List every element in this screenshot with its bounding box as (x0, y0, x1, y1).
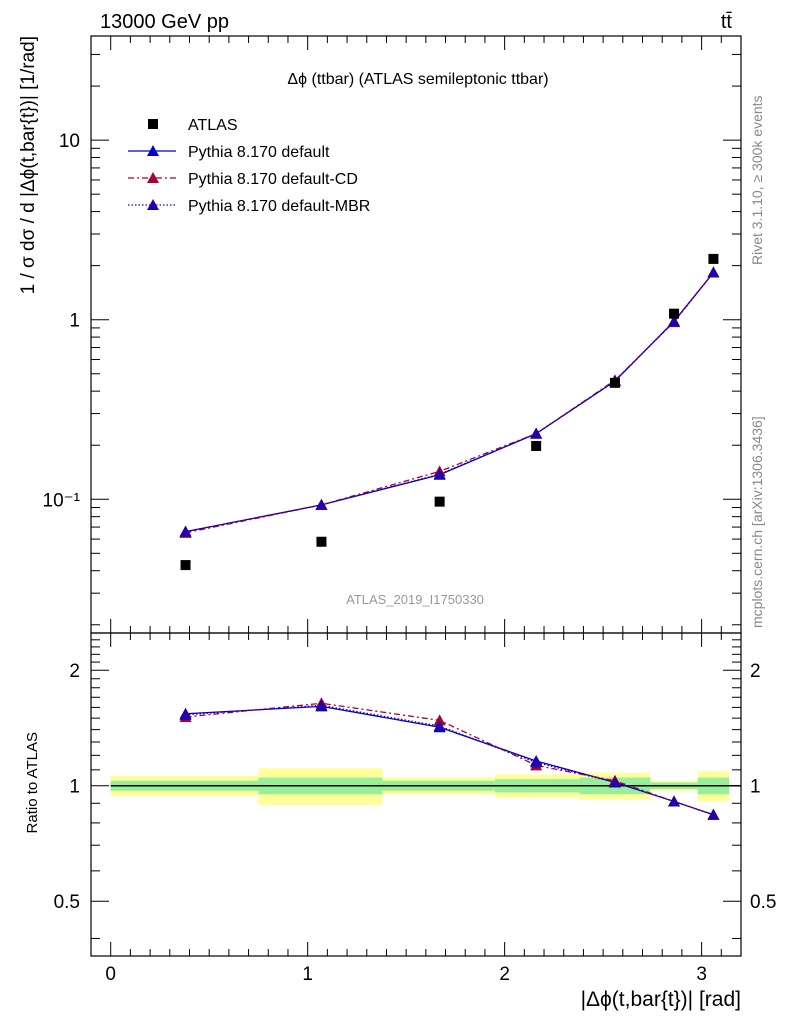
x-tick-label: 0 (105, 964, 116, 985)
main-axis-ticks: 10⁻¹ 1 10 (43, 36, 742, 633)
legend: ATLAS Pythia 8.170 default Pythia 8.170 de… (128, 117, 370, 215)
ratio-series-group (179, 697, 720, 820)
ratio-y-axis-label: Ratio to ATLAS (24, 732, 41, 833)
source-label: mcplots.cern.ch [arXiv:1306.3436] (749, 416, 765, 628)
ratio-series-marker (433, 720, 446, 732)
x-tick-label: 3 (696, 964, 707, 985)
main-panel: 10⁻¹ 1 10 Δϕ (ttbar) (ATLAS semileptonic t… (18, 35, 742, 634)
data-point (708, 253, 719, 264)
legend-label: ATLAS (188, 117, 238, 134)
data-point (531, 440, 542, 451)
data-point (669, 308, 680, 319)
ratio-y-tick-label: 1 (750, 777, 761, 798)
x-axis-label: |Δϕ(t,bar{t})| [rad] (581, 988, 741, 1011)
y-tick-label: 10 (59, 131, 80, 152)
series-marker (179, 525, 192, 537)
data-point (316, 536, 327, 547)
legend-marker (147, 172, 159, 183)
ratio-series-marker (707, 808, 720, 820)
ratio-uncertainty-bands (110, 768, 741, 806)
chart-title: Δϕ (ttbar) (ATLAS semileptonic ttbar) (287, 71, 548, 88)
data-point (609, 377, 620, 388)
series-marker (315, 498, 328, 510)
ratio-y-tick-label: 1 (69, 777, 80, 798)
ratio-y-tick-label: 2 (750, 661, 761, 682)
data-point (180, 560, 191, 571)
ratio-series-marker (530, 756, 543, 768)
series-marker (668, 315, 681, 327)
series-line (185, 272, 714, 534)
series-marker (530, 427, 543, 439)
data-point (434, 496, 445, 507)
ratio-frame (90, 632, 742, 957)
series-marker (707, 266, 720, 278)
legend-marker (147, 199, 159, 210)
energy-label: 13000 GeV pp (100, 11, 229, 33)
ratio-y-tick-label: 2 (69, 661, 80, 682)
legend-data-marker (148, 119, 158, 129)
legend-label: Pythia 8.170 default-MBR (188, 198, 370, 215)
main-series-group (179, 253, 720, 571)
ratio-series-marker (179, 708, 192, 720)
legend-label: Pythia 8.170 default-CD (188, 171, 358, 188)
series-line (185, 272, 714, 533)
ratio-series-marker (315, 699, 328, 711)
ratio-series-marker (433, 714, 446, 726)
x-tick-label: 1 (302, 964, 313, 985)
legend-marker (147, 145, 159, 156)
legend-label: Pythia 8.170 default (188, 144, 330, 161)
ratio-axis-ticks: 0 1 2 3 0.5 0.5 1 1 2 2 (54, 633, 776, 985)
series-marker (433, 468, 446, 480)
watermark-label: ATLAS_2019_I1750330 (346, 592, 484, 607)
ratio-y-tick-label: 0.5 (750, 892, 776, 913)
ratio-y-tick-label: 0.5 (54, 892, 80, 913)
process-label: tt̄ (721, 11, 733, 33)
y-tick-label: 1 (69, 311, 80, 332)
series-line (185, 272, 714, 533)
y-axis-label: 1 / σ dσ / d |Δϕ(t,bar{t})| [1/rad] (18, 36, 39, 294)
ratio-series-marker (608, 776, 621, 788)
y-tick-label: 10⁻¹ (43, 490, 81, 511)
x-tick-label: 2 (499, 964, 510, 985)
ratio-panel: 0 1 2 3 0.5 0.5 1 1 2 2 Ratio to ATLAS (24, 632, 776, 985)
rivet-label: Rivet 3.1.10, ≥ 300k events (749, 95, 765, 265)
ratio-series-marker (668, 795, 681, 807)
